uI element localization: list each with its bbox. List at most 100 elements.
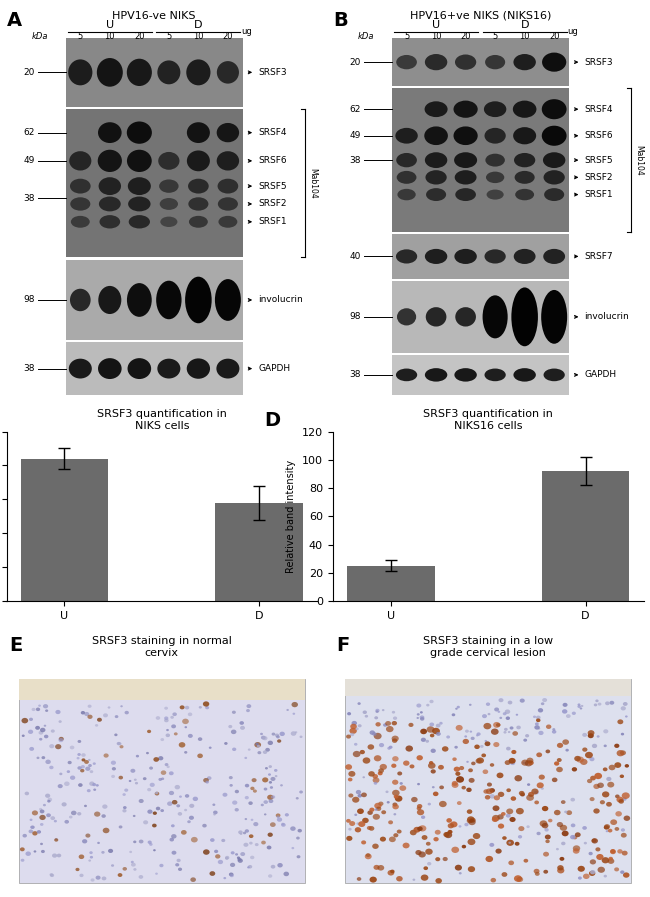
Circle shape (367, 810, 373, 814)
Circle shape (541, 702, 545, 705)
Circle shape (566, 714, 571, 718)
Circle shape (548, 819, 552, 823)
Circle shape (172, 712, 177, 716)
Circle shape (610, 849, 616, 853)
Circle shape (533, 716, 536, 718)
Circle shape (358, 724, 361, 727)
Circle shape (447, 818, 452, 823)
Circle shape (426, 704, 430, 707)
Circle shape (164, 717, 168, 720)
Circle shape (101, 814, 106, 818)
Circle shape (432, 786, 435, 788)
Circle shape (615, 795, 619, 798)
Circle shape (485, 795, 490, 799)
Circle shape (44, 725, 46, 727)
Circle shape (47, 800, 51, 803)
Circle shape (176, 805, 180, 807)
Circle shape (610, 819, 617, 825)
Circle shape (365, 854, 372, 859)
Circle shape (143, 777, 146, 780)
Circle shape (621, 792, 630, 799)
Circle shape (471, 736, 474, 740)
Circle shape (421, 875, 428, 881)
Text: SRSF4: SRSF4 (584, 105, 613, 114)
Circle shape (463, 739, 469, 745)
Circle shape (124, 788, 128, 792)
Circle shape (79, 855, 84, 859)
Circle shape (607, 782, 614, 788)
Circle shape (30, 826, 34, 829)
Text: involucrin: involucrin (584, 312, 629, 321)
Ellipse shape (98, 286, 122, 314)
Circle shape (29, 830, 33, 833)
Circle shape (112, 767, 116, 771)
Circle shape (391, 736, 399, 742)
Circle shape (466, 788, 472, 792)
Circle shape (254, 742, 261, 747)
Circle shape (606, 830, 608, 832)
Circle shape (372, 778, 380, 783)
Circle shape (420, 716, 424, 719)
Circle shape (508, 731, 510, 733)
Circle shape (177, 812, 182, 815)
Circle shape (621, 733, 624, 736)
Circle shape (462, 786, 466, 789)
Circle shape (292, 712, 295, 715)
Circle shape (588, 733, 594, 738)
Circle shape (367, 826, 372, 830)
Text: U: U (106, 21, 114, 30)
Circle shape (367, 745, 374, 750)
Circle shape (456, 725, 463, 731)
Circle shape (417, 713, 420, 716)
Circle shape (523, 762, 525, 764)
Circle shape (393, 804, 399, 809)
Circle shape (584, 841, 587, 844)
Circle shape (476, 757, 484, 763)
Circle shape (417, 806, 421, 810)
Circle shape (108, 849, 113, 853)
Circle shape (560, 824, 567, 831)
Circle shape (261, 840, 266, 844)
Circle shape (536, 718, 541, 722)
Circle shape (138, 875, 143, 879)
Circle shape (597, 782, 604, 788)
Circle shape (602, 858, 609, 864)
Circle shape (131, 863, 136, 867)
Circle shape (438, 765, 444, 770)
Text: kDa: kDa (31, 32, 48, 41)
Circle shape (573, 835, 577, 840)
Circle shape (385, 790, 389, 793)
Circle shape (582, 733, 587, 736)
Circle shape (614, 827, 619, 831)
Ellipse shape (216, 123, 239, 143)
Circle shape (90, 856, 93, 858)
Circle shape (508, 841, 511, 844)
Circle shape (535, 722, 539, 726)
Circle shape (77, 753, 81, 756)
Circle shape (120, 745, 124, 748)
Circle shape (58, 738, 64, 742)
Text: SRSF3 staining in normal
cervix: SRSF3 staining in normal cervix (92, 636, 232, 658)
Circle shape (506, 808, 514, 814)
Circle shape (617, 750, 624, 756)
Circle shape (604, 824, 610, 829)
Circle shape (38, 731, 44, 735)
Text: SRSF3: SRSF3 (258, 68, 287, 77)
Circle shape (214, 849, 218, 853)
FancyBboxPatch shape (392, 234, 569, 279)
Circle shape (592, 744, 597, 748)
Circle shape (557, 822, 563, 827)
Circle shape (354, 743, 358, 745)
Circle shape (520, 792, 525, 797)
Circle shape (512, 750, 516, 754)
Circle shape (501, 812, 506, 816)
Ellipse shape (216, 152, 239, 170)
Circle shape (299, 790, 303, 794)
Circle shape (578, 876, 582, 880)
Circle shape (209, 871, 215, 875)
Text: ug: ug (567, 27, 578, 36)
Circle shape (203, 849, 210, 855)
Ellipse shape (454, 152, 477, 168)
Circle shape (374, 803, 382, 809)
Circle shape (300, 736, 302, 738)
